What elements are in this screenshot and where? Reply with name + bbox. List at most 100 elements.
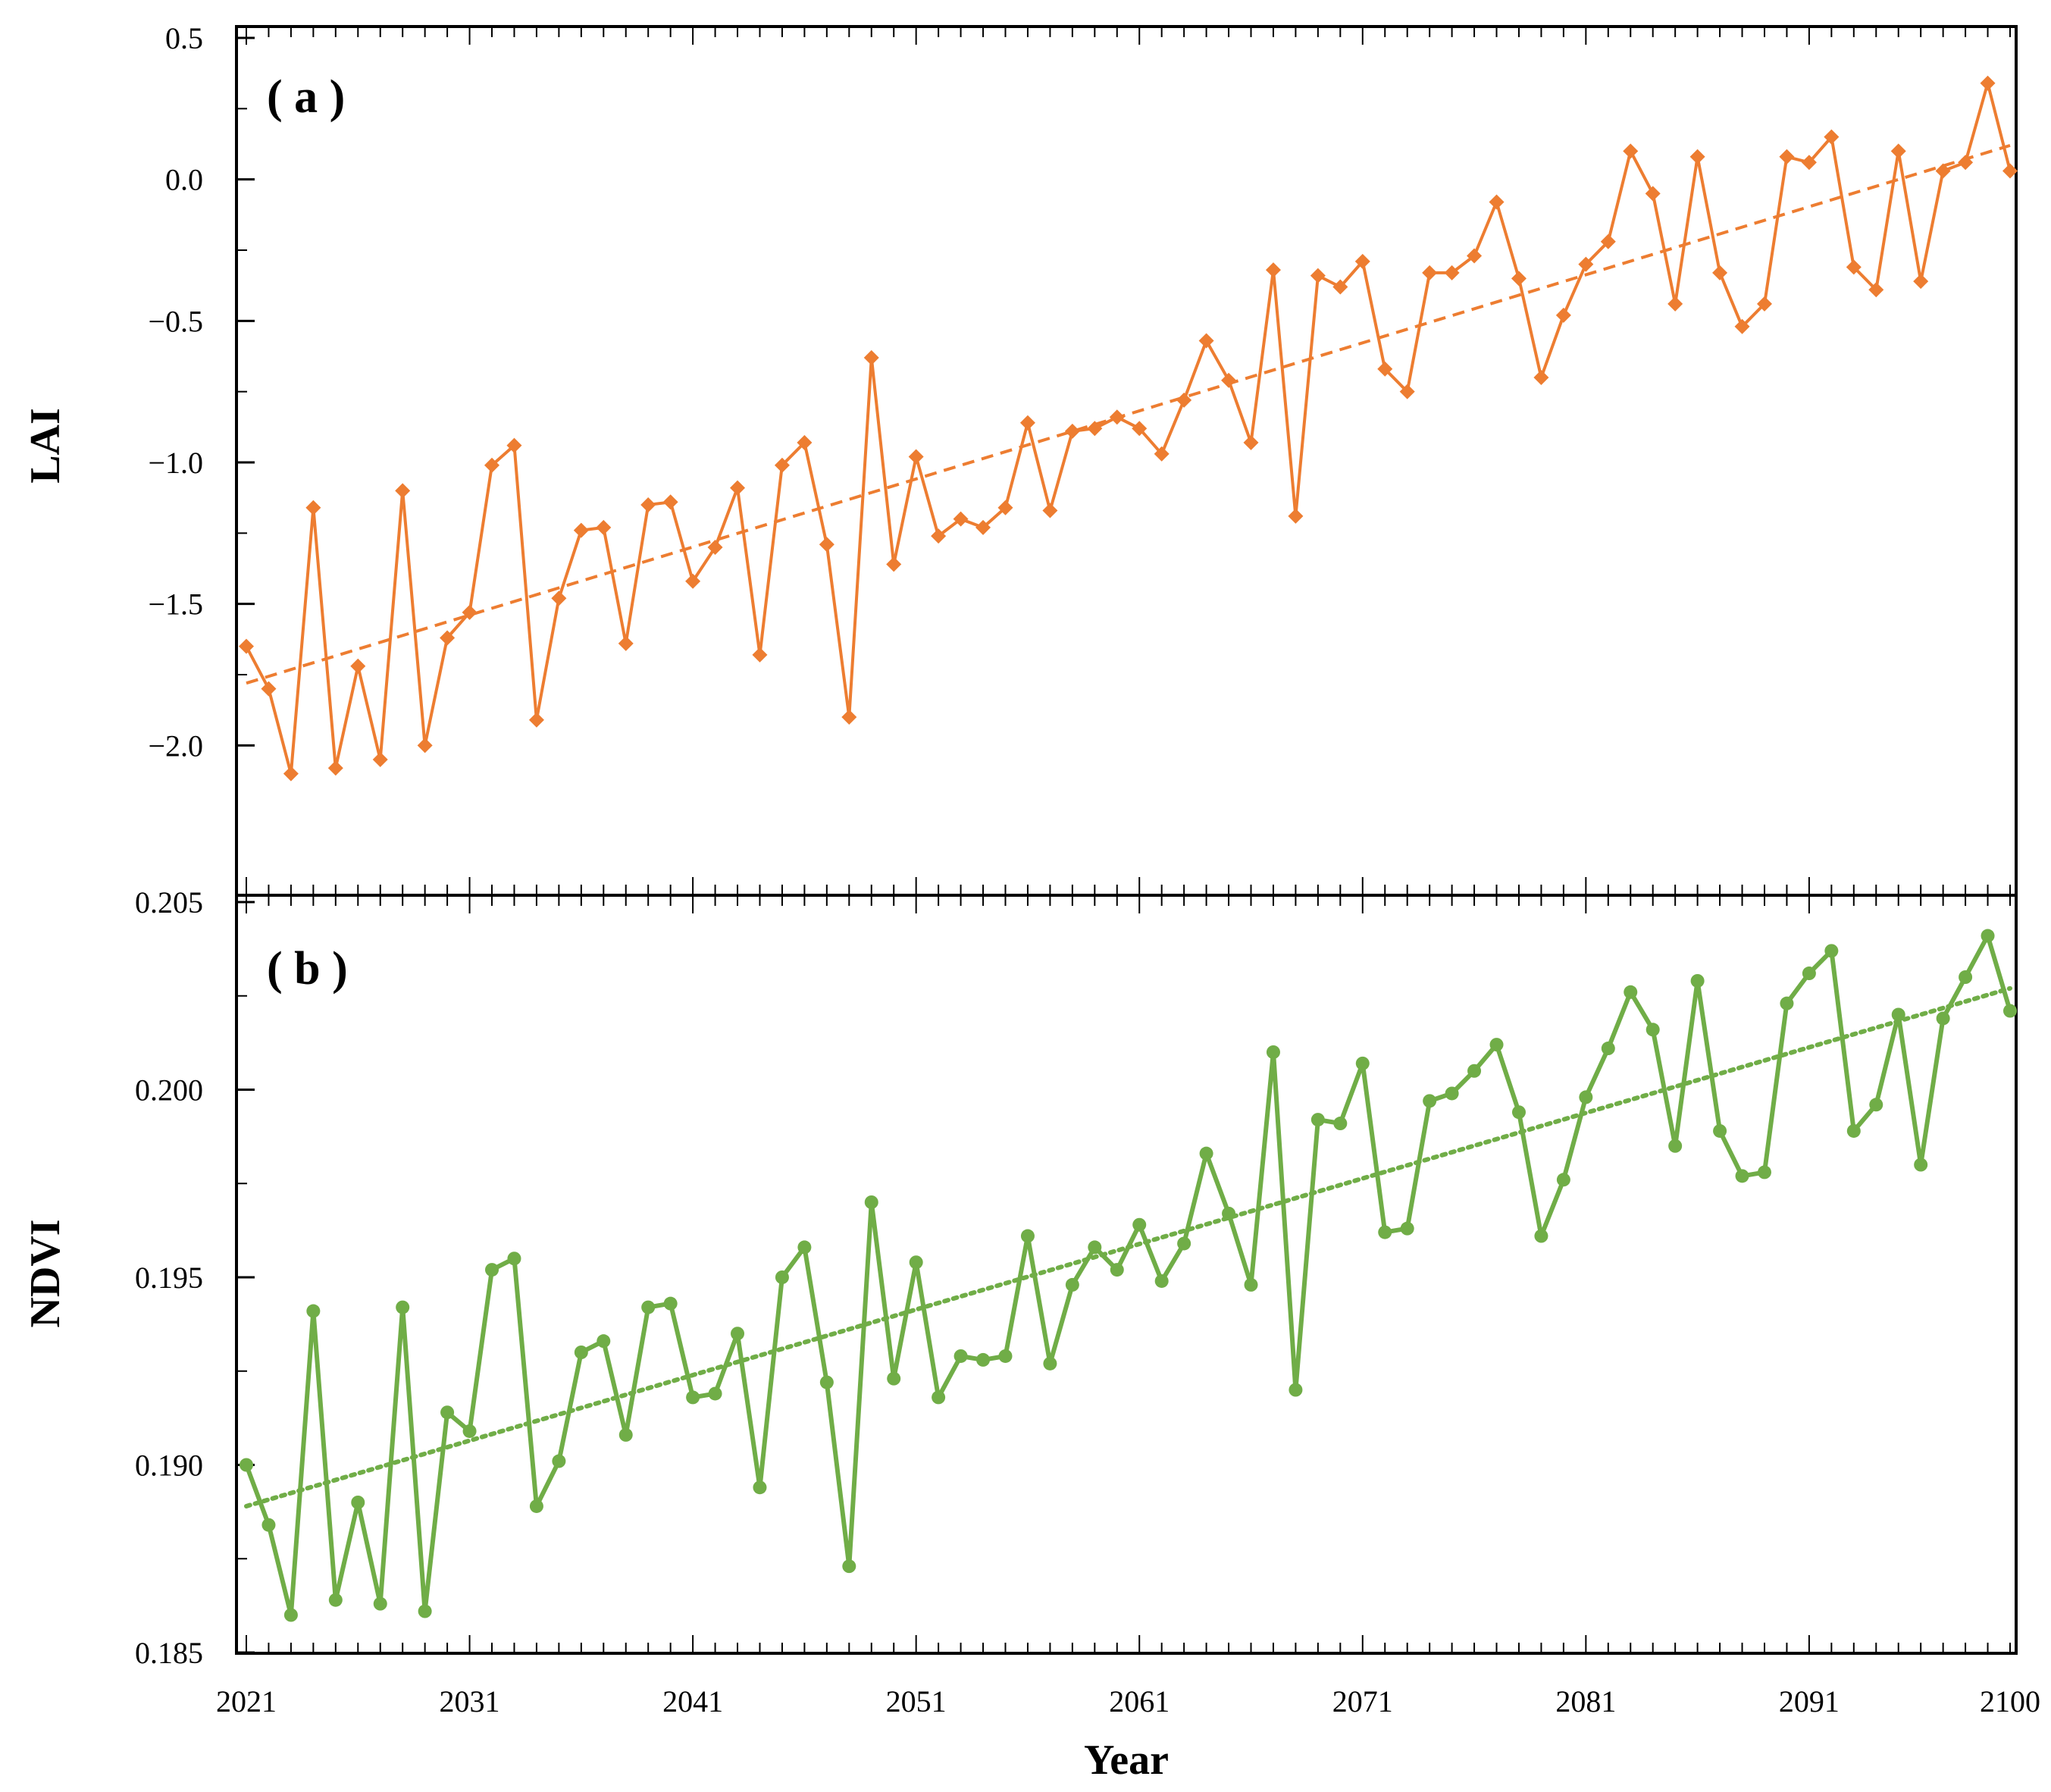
data-point <box>1981 929 1995 943</box>
data-point <box>975 519 991 535</box>
data-point <box>372 752 388 767</box>
data-point <box>1354 253 1370 269</box>
data-point <box>1489 1038 1504 1052</box>
data-point <box>1935 163 1951 179</box>
data-point <box>1779 149 1795 164</box>
data-point <box>1422 265 1438 280</box>
data-point <box>1399 384 1415 399</box>
panel-b-y-axis-title: NDVI <box>22 1219 69 1327</box>
data-point <box>551 591 567 606</box>
data-point <box>1065 1277 1079 1292</box>
y-tick-label: −1.5 <box>148 587 203 622</box>
data-point <box>396 1300 410 1314</box>
data-point <box>1846 1123 1861 1138</box>
data-point <box>1265 262 1281 278</box>
data-point <box>1266 1045 1280 1059</box>
data-point <box>1756 296 1772 312</box>
data-point <box>1534 1229 1548 1243</box>
data-point <box>1846 259 1862 275</box>
panel-a-series-lai <box>239 75 2018 782</box>
x-tick-label: 2051 <box>886 1684 947 1718</box>
data-point <box>529 1499 543 1513</box>
data-point <box>707 540 723 555</box>
data-point <box>1980 75 1996 91</box>
y-tick-label: 0.195 <box>135 1261 203 1295</box>
data-point <box>283 1608 298 1622</box>
data-point <box>1222 1206 1236 1220</box>
data-point <box>797 434 813 450</box>
data-point <box>1019 415 1035 431</box>
data-point <box>1110 1263 1124 1277</box>
data-point <box>1423 1094 1437 1108</box>
x-tick-labels: 2021 2031 2041 2051 2061 2071 2081 2091 2100 <box>216 1684 2040 1718</box>
data-point <box>1645 1023 1660 1037</box>
data-point <box>774 457 790 473</box>
panel-a-x-ticks <box>246 27 2011 895</box>
data-point <box>1310 1113 1325 1127</box>
data-point <box>1600 233 1616 249</box>
y-tick-label: 0.185 <box>135 1636 203 1670</box>
data-point <box>1087 421 1103 437</box>
data-point <box>1511 1105 1526 1120</box>
data-point <box>2003 1004 2017 1018</box>
panel-a-y-axis-title: LAI <box>22 408 69 484</box>
data-point <box>552 1454 566 1468</box>
data-point <box>261 1518 276 1532</box>
data-point <box>1043 1356 1057 1371</box>
data-point <box>997 500 1013 515</box>
panel-b-x-ticks <box>246 895 2011 1653</box>
data-point <box>1377 361 1393 377</box>
y-tick-label: −0.5 <box>148 304 203 338</box>
data-point <box>1780 996 1794 1010</box>
data-point <box>909 1255 923 1270</box>
data-point <box>1556 1173 1570 1187</box>
data-point <box>417 738 433 753</box>
x-axis-title: Year <box>1084 1737 1169 1784</box>
data-point <box>752 647 768 663</box>
panel-b-label: ( b ) <box>267 943 348 995</box>
data-point <box>1511 271 1527 287</box>
panel-a-label: ( a ) <box>267 71 345 123</box>
data-point <box>1757 1165 1771 1180</box>
data-point <box>819 1375 834 1389</box>
data-point <box>1645 186 1661 202</box>
data-point <box>1936 1011 1950 1026</box>
data-point <box>1244 1277 1258 1292</box>
data-point <box>395 483 411 499</box>
data-point <box>1310 268 1326 284</box>
data-point <box>1199 1146 1213 1161</box>
data-point <box>528 712 544 728</box>
data-point <box>596 519 612 535</box>
data-point <box>1689 149 1705 164</box>
data-point <box>618 635 634 651</box>
data-point <box>1891 1007 1905 1022</box>
data-point <box>1801 155 1817 171</box>
series-line <box>244 933 2012 1618</box>
trendline <box>246 143 2011 685</box>
data-point <box>886 556 902 572</box>
data-point <box>932 1390 946 1405</box>
data-point <box>1579 1090 1593 1104</box>
data-point <box>1624 985 1638 999</box>
data-point <box>1489 194 1505 210</box>
data-point <box>1467 1064 1482 1078</box>
data-point <box>1445 1086 1459 1101</box>
data-point <box>1868 282 1884 298</box>
data-point <box>1177 1236 1191 1251</box>
data-point <box>1824 129 1840 145</box>
data-point <box>819 537 834 553</box>
data-point <box>775 1270 789 1284</box>
data-point <box>685 573 701 589</box>
data-point <box>440 630 456 646</box>
data-point <box>953 1349 968 1363</box>
data-point <box>753 1480 767 1495</box>
data-point <box>998 1349 1013 1363</box>
data-point <box>1400 1221 1414 1236</box>
y-tick-label: 0.200 <box>135 1073 203 1107</box>
x-tick-label: 2100 <box>1980 1684 2040 1718</box>
y-tick-label: 0.5 <box>165 21 203 55</box>
data-point <box>1243 434 1259 450</box>
data-point <box>597 1334 611 1349</box>
